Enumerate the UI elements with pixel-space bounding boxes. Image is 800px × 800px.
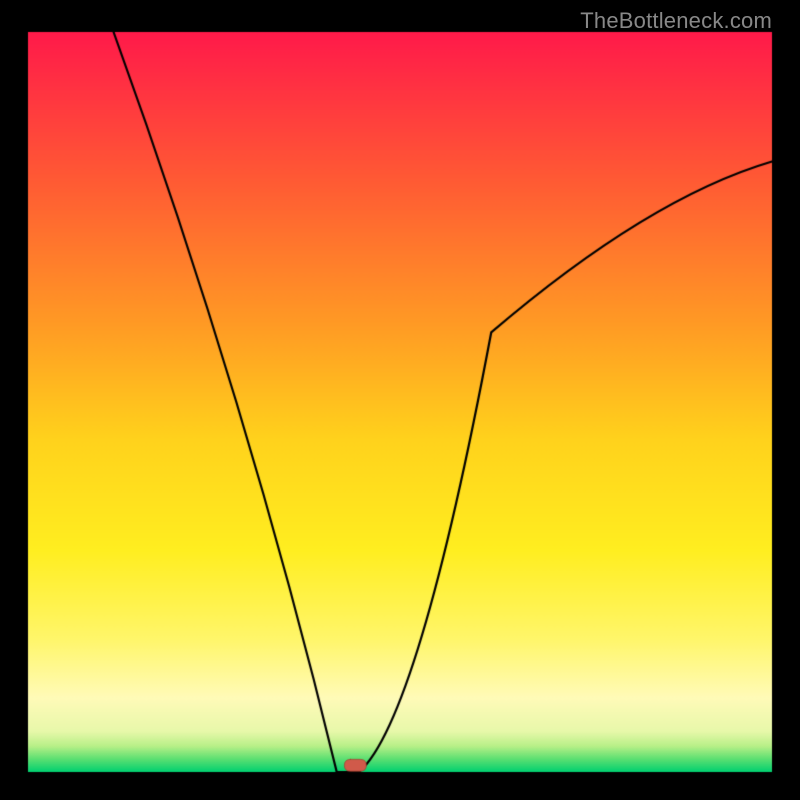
watermark-text: TheBottleneck.com bbox=[580, 8, 772, 34]
bottleneck-curve-chart bbox=[0, 0, 800, 800]
chart-container: TheBottleneck.com bbox=[0, 0, 800, 800]
